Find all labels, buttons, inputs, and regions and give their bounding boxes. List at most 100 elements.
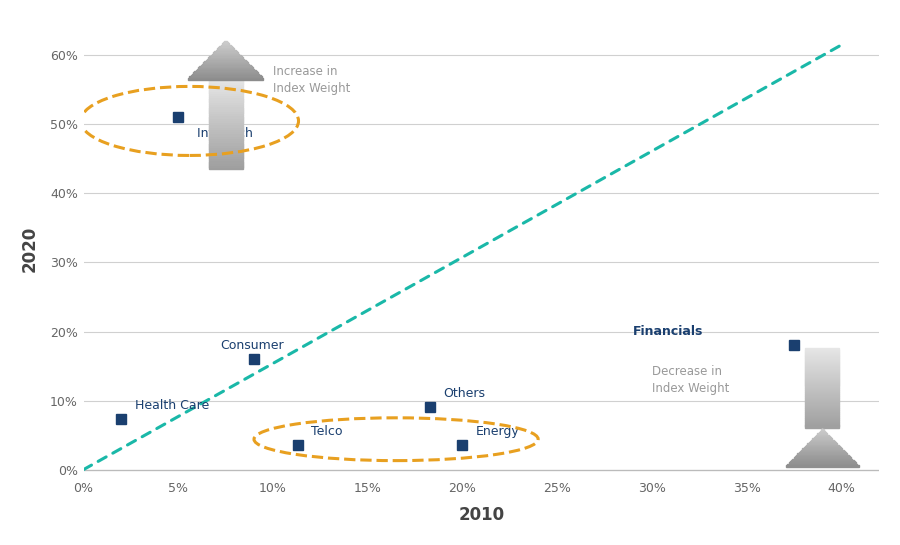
Bar [189, 76, 262, 78]
Bar [811, 440, 833, 441]
Text: Energy: Energy [475, 425, 519, 438]
Bar [205, 60, 246, 62]
Bar [786, 465, 859, 467]
Bar [209, 99, 243, 102]
Bar [211, 55, 240, 57]
Bar [814, 436, 830, 438]
Bar [208, 57, 243, 59]
Text: Health Care: Health Care [135, 399, 209, 412]
Bar [220, 45, 230, 47]
Bar [209, 122, 243, 124]
Text: Increase in
Index Weight: Increase in Index Weight [273, 64, 350, 94]
Bar [209, 166, 243, 169]
Bar [802, 449, 842, 450]
Bar [798, 452, 846, 454]
Bar [202, 64, 249, 65]
Bar [209, 90, 243, 93]
Bar [806, 404, 840, 407]
Text: Telco: Telco [310, 425, 342, 438]
Bar [209, 135, 243, 138]
Bar [209, 110, 243, 113]
Bar [209, 144, 243, 147]
Bar [209, 142, 243, 144]
Bar [806, 411, 840, 414]
Bar [806, 352, 840, 355]
Bar [817, 433, 827, 435]
Bar [806, 396, 840, 398]
Bar [791, 460, 853, 462]
Bar [209, 112, 243, 116]
Bar [216, 50, 236, 52]
Bar [209, 124, 243, 126]
Bar [203, 62, 248, 64]
Bar [806, 398, 840, 401]
Bar [813, 438, 833, 440]
Bar [806, 393, 840, 396]
Bar [209, 128, 243, 131]
Bar [209, 106, 243, 108]
Bar [209, 97, 243, 100]
Bar [192, 74, 259, 76]
Bar [188, 77, 263, 80]
Bar [210, 56, 242, 58]
Bar [209, 115, 243, 118]
Bar [209, 104, 243, 106]
Bar [209, 94, 243, 98]
Bar [806, 372, 840, 374]
Bar [209, 158, 243, 160]
Text: Info Tech: Info Tech [197, 126, 253, 140]
Bar [209, 117, 243, 120]
Bar [197, 69, 255, 71]
Bar [199, 66, 252, 68]
Bar [806, 399, 840, 402]
Bar [209, 88, 243, 90]
Bar [209, 79, 243, 82]
Bar [209, 126, 243, 129]
Bar [209, 92, 243, 95]
Bar [819, 432, 826, 434]
Bar [209, 150, 243, 154]
Bar [209, 83, 243, 86]
Bar [209, 164, 243, 167]
Text: Others: Others [444, 387, 485, 400]
Bar [806, 421, 840, 424]
Bar [218, 47, 233, 49]
Text: Consumer: Consumer [220, 339, 284, 352]
Bar [807, 444, 837, 445]
Bar [806, 408, 840, 410]
Bar [207, 58, 244, 60]
Bar [806, 426, 840, 428]
Bar [820, 431, 824, 433]
Bar [209, 81, 243, 84]
Bar [797, 453, 847, 456]
Bar [814, 437, 831, 439]
Bar [795, 456, 850, 458]
Bar [806, 378, 840, 380]
Text: Financials: Financials [633, 325, 703, 338]
Bar [806, 362, 840, 365]
Bar [806, 384, 840, 386]
Bar [800, 451, 845, 453]
Bar [209, 132, 243, 136]
Bar [194, 72, 258, 75]
Bar [794, 457, 851, 459]
Bar [209, 146, 243, 149]
Bar [806, 370, 840, 373]
Bar [806, 376, 840, 379]
Bar [209, 130, 243, 134]
Bar [806, 388, 840, 390]
Bar [806, 364, 840, 367]
Bar [204, 61, 247, 63]
Bar [806, 348, 840, 351]
Bar [806, 356, 840, 359]
Bar [806, 405, 840, 408]
Bar [792, 458, 852, 461]
Bar [796, 455, 849, 457]
Bar [806, 380, 840, 383]
Bar [806, 354, 840, 357]
Bar [806, 445, 839, 446]
Bar [221, 44, 230, 45]
Bar [209, 155, 243, 158]
Bar [213, 52, 238, 54]
Bar [806, 366, 840, 368]
